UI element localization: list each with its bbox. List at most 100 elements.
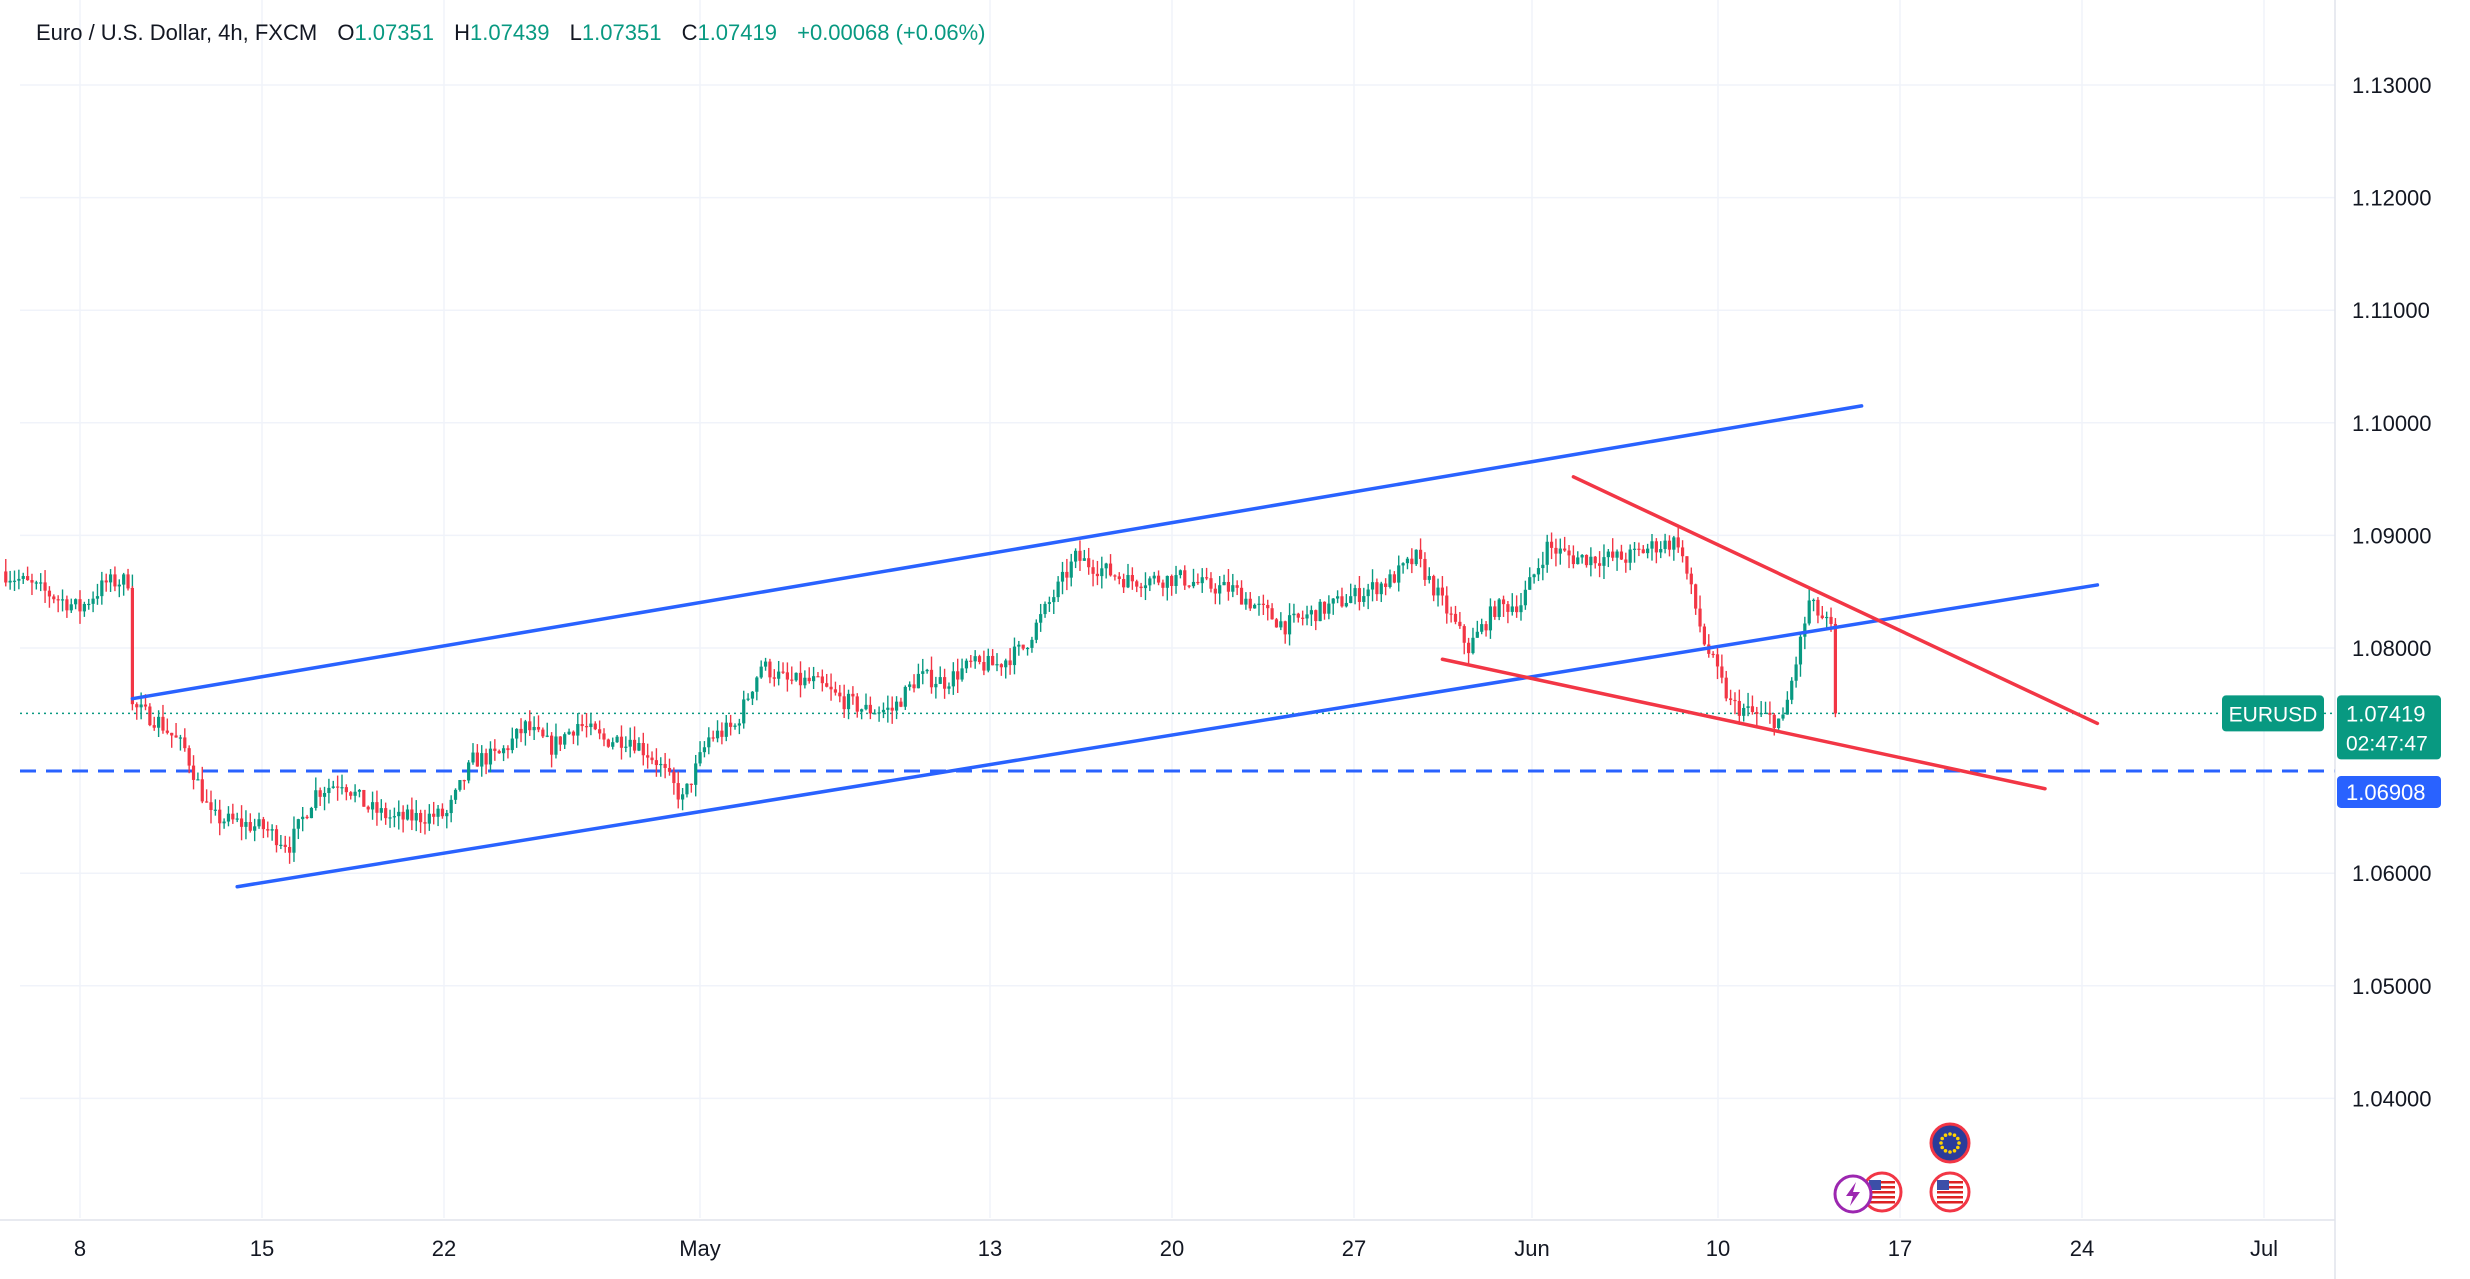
candle-body <box>493 748 497 751</box>
candle-body <box>1449 613 1453 615</box>
candle-body <box>95 596 100 599</box>
candle-body <box>1462 626 1466 643</box>
candle-body <box>1567 550 1571 556</box>
candle-body <box>1611 551 1615 558</box>
candle-body <box>1025 647 1030 650</box>
candle-body <box>790 679 794 681</box>
candle-body <box>108 574 113 583</box>
candle-body <box>1117 576 1121 580</box>
symbol-badge-label: EURUSD <box>2229 703 2318 726</box>
candle-body <box>1602 557 1606 566</box>
lightning-bolt <box>1846 1182 1860 1206</box>
candle-body <box>253 826 257 831</box>
candle-body <box>1174 575 1178 587</box>
economic-events[interactable] <box>1833 1122 1971 1214</box>
candle-body <box>724 722 728 737</box>
candle-body <box>1017 644 1021 647</box>
candle-body <box>1563 548 1567 551</box>
candle-body <box>148 706 152 726</box>
trendline <box>235 583 2100 889</box>
lightning-icon[interactable] <box>1833 1174 1873 1214</box>
candle-body <box>558 736 562 745</box>
candle-body <box>1811 599 1816 602</box>
candle-body <box>1724 677 1728 699</box>
candle-body <box>1078 550 1082 561</box>
candle-body <box>523 721 527 734</box>
candle-body <box>737 723 741 726</box>
candle-body <box>886 707 890 710</box>
candle-body <box>1296 613 1300 618</box>
candle-body <box>1213 588 1217 594</box>
candle-body <box>1056 581 1060 598</box>
trendlines <box>130 404 2100 889</box>
candle-body <box>711 737 715 739</box>
candle-body <box>1488 606 1493 631</box>
time-axis[interactable]: 8 15 22 May 13 20 27 Jun 10 17 24 Jul <box>0 1219 2335 1261</box>
candle-body <box>104 580 108 583</box>
candle-body <box>986 655 990 671</box>
candle-body <box>833 689 838 693</box>
candle-body <box>1755 712 1759 715</box>
candle-body <box>1004 660 1008 668</box>
candle-body <box>593 723 597 730</box>
candle-body <box>392 816 396 818</box>
candle-body <box>1065 571 1069 578</box>
candle-body <box>1763 712 1768 715</box>
candle-body <box>26 576 30 581</box>
high-label: H <box>454 20 470 45</box>
price-badges: EURUSD 1.07419 02:47:47 1.06908 <box>2222 695 2441 808</box>
candle-body <box>1816 599 1820 616</box>
candle-body <box>69 604 73 611</box>
candle-body <box>427 813 431 824</box>
candle-body <box>1052 597 1056 603</box>
candle-body <box>624 746 628 748</box>
candle-body <box>218 809 222 824</box>
candle-body <box>1480 624 1484 632</box>
candle-body <box>1327 603 1331 614</box>
candle-body <box>1030 639 1034 648</box>
candle-body <box>1432 576 1436 596</box>
candle-body <box>174 735 178 738</box>
candle-body <box>1187 585 1191 587</box>
candle-body <box>21 576 25 579</box>
us-flag-icon[interactable] <box>1929 1171 1971 1213</box>
candle-body <box>462 780 466 782</box>
candle-body <box>1536 568 1541 575</box>
candle-body <box>1279 621 1283 628</box>
candle-body <box>165 730 169 733</box>
eu-flag-icon[interactable] <box>1929 1122 1971 1164</box>
candle-body <box>1750 706 1755 713</box>
candle-body <box>576 724 580 736</box>
candle-body <box>1292 613 1296 616</box>
candle-body <box>1139 586 1143 589</box>
candle-body <box>864 704 868 710</box>
candle-body <box>1711 653 1715 656</box>
candle-body <box>929 669 934 688</box>
candle-body <box>1405 558 1410 564</box>
candle-body <box>1108 563 1113 576</box>
candle-body <box>480 753 484 767</box>
candle-body <box>65 599 69 611</box>
time-tick-label: 20 <box>1160 1236 1184 1261</box>
candle-body <box>17 578 21 581</box>
candle-body <box>1733 699 1737 702</box>
candle-body <box>1183 570 1187 586</box>
candle-body <box>777 671 781 679</box>
candle-body <box>1357 588 1362 602</box>
candle-body <box>157 716 161 728</box>
candle-body <box>720 730 724 737</box>
candle-body <box>1270 608 1274 620</box>
candle-body <box>1231 585 1235 592</box>
candle-body <box>1191 581 1196 587</box>
candle-body <box>1820 615 1824 619</box>
candle-body <box>432 813 436 817</box>
time-tick-label: 15 <box>250 1236 274 1261</box>
candle-body <box>947 686 951 689</box>
candle-body <box>536 726 541 730</box>
candle-body <box>729 722 733 727</box>
candle-body <box>1043 603 1047 615</box>
candle-body <box>1493 606 1497 617</box>
candle-body <box>1593 556 1597 564</box>
price-axis[interactable]: 1.13000 1.12000 1.11000 1.10000 1.09000 1.080… <box>2334 0 2432 1279</box>
